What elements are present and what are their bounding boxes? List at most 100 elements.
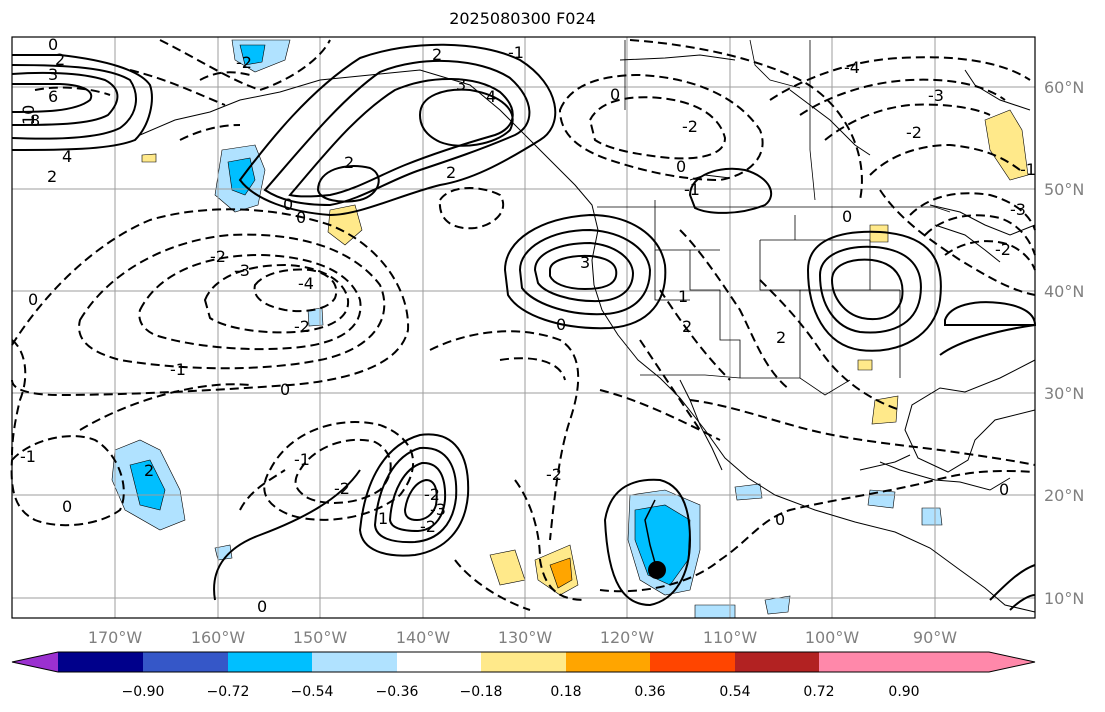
contour-label: 2 (144, 461, 154, 480)
contour-label: -1 (20, 447, 36, 466)
colorbar-tick-label: −0.36 (376, 684, 419, 700)
political-borders (597, 39, 951, 396)
shaded-areas (111, 39, 1029, 619)
colorbar-tick-label: 0.36 (634, 684, 665, 700)
colorbar-segment (650, 652, 735, 672)
contour-label: 3 (580, 253, 590, 272)
colorbar-segment (12, 652, 58, 672)
contour-label: 2 (682, 317, 692, 336)
colorbar-tick-label: 0.72 (803, 684, 834, 700)
contour-label: -2 (424, 485, 440, 504)
colorbar-tick-label: 0.18 (550, 684, 581, 700)
contour-label: 0 (842, 207, 852, 226)
contour-label: -1 (294, 450, 310, 469)
lon-label: 160°W (191, 628, 246, 647)
negative-contours (10, 39, 1036, 611)
contour-label: -2 (995, 240, 1011, 259)
contour-label: 2 (47, 167, 57, 186)
contour-label: 3 (456, 75, 466, 94)
map-title: 2025080300 F024 (449, 9, 596, 28)
lon-label: 140°W (396, 628, 451, 647)
colorbar-segment (735, 652, 819, 672)
lon-label: 100°W (805, 628, 860, 647)
colorbar (11, 651, 1036, 673)
colorbar-tick-label: 0.54 (719, 684, 750, 700)
map-frame (11, 36, 1036, 619)
contour-label: 4 (62, 147, 72, 166)
contour-label: -3 (928, 86, 944, 105)
contour-label: -3 (1010, 200, 1026, 219)
contour-label: 3 (48, 65, 58, 84)
contour-label: -2 (334, 479, 350, 498)
contour-label: -1 (170, 360, 186, 379)
colorbar-segment (397, 652, 481, 672)
contour-labels: 0 2 3 6 10 8 4 2 -2 2 3 4 2 2 0 0 -2 -3 … (19, 35, 1036, 616)
lon-label: 150°W (293, 628, 348, 647)
contour-label: 0 (610, 85, 620, 104)
lon-label: 120°W (600, 628, 655, 647)
contour-label: 2 (432, 45, 442, 64)
colorbar-segment (228, 652, 312, 672)
contour-label: 2 (776, 328, 786, 347)
contour-label: 0 (296, 208, 306, 227)
contour-label: -3 (234, 261, 250, 280)
lat-label: 30°N (1044, 384, 1084, 403)
contour-label: -2 (546, 465, 562, 484)
contour-label: -1 (508, 43, 524, 62)
contour-label: 0 (257, 597, 267, 616)
contour-label: 2 (344, 153, 354, 172)
contour-label: -2 (906, 123, 922, 142)
lon-label: 170°W (88, 628, 143, 647)
contour-label: -2 (682, 117, 698, 136)
colorbar-tick-label: −0.90 (122, 684, 165, 700)
lat-label: 20°N (1044, 486, 1084, 505)
colorbar-segment (566, 652, 650, 672)
contour-label: -2 (236, 53, 252, 72)
contour-label: 1 (378, 509, 388, 528)
lat-label: 40°N (1044, 282, 1084, 301)
contour-label: -2 (210, 247, 226, 266)
latitude-labels: 60°N 50°N 40°N 30°N 20°N 10°N (1044, 78, 1084, 608)
contour-label: 0 (775, 510, 785, 529)
contour-label: 2 (55, 50, 65, 69)
contour-label: 10 (19, 105, 38, 125)
contour-label: 1 (678, 287, 688, 306)
storm-track (644, 499, 658, 571)
contour-label: 0 (28, 290, 38, 309)
colorbar-segment (143, 652, 228, 672)
contour-label: 0 (556, 315, 566, 334)
lat-label: 10°N (1044, 589, 1084, 608)
colorbar-segment (312, 652, 397, 672)
contour-label: 0 (676, 157, 686, 176)
contour-label: 0 (283, 195, 293, 214)
contour-label: 0 (48, 35, 58, 54)
contour-label: -1 (1020, 160, 1036, 179)
contour-label: 8 (30, 111, 40, 130)
contour-label: 2 (446, 163, 456, 182)
colorbar-segment (904, 652, 1035, 672)
contour-label: 0 (280, 380, 290, 399)
colorbar-tick-label: 0.90 (888, 684, 919, 700)
positive-contours (11, 43, 1037, 611)
colorbar-segment (819, 652, 904, 672)
contour-label: 0 (999, 480, 1009, 499)
contour-label: -2 (294, 317, 310, 336)
lon-label: 110°W (703, 628, 758, 647)
contour-label: -2 (420, 517, 436, 536)
contour-label: -4 (844, 58, 860, 77)
contour-label: 6 (48, 87, 58, 106)
colorbar-tick-label: −0.72 (207, 684, 250, 700)
colorbar-segment (58, 652, 143, 672)
contour-label: 0 (62, 497, 72, 516)
contour-label: -4 (298, 274, 314, 293)
colorbar-tick-label: −0.54 (291, 684, 334, 700)
lat-label: 50°N (1044, 180, 1084, 199)
colorbar-tick-labels: −0.90 −0.72 −0.54 −0.36 −0.18 0.18 0.36 … (122, 684, 920, 700)
colorbar-tick-label: −0.18 (460, 684, 503, 700)
lat-label: 60°N (1044, 78, 1084, 97)
lon-label: 90°W (913, 628, 957, 647)
contour-label: -3 (430, 500, 446, 519)
lon-label: 130°W (498, 628, 553, 647)
colorbar-segment (481, 652, 566, 672)
